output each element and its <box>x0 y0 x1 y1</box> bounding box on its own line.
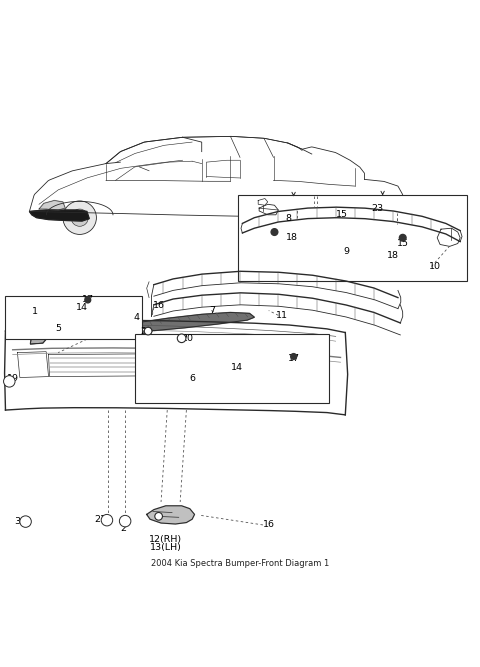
Polygon shape <box>29 210 89 221</box>
Text: 7: 7 <box>209 306 215 315</box>
Circle shape <box>20 516 31 528</box>
Text: 18: 18 <box>387 251 399 261</box>
Polygon shape <box>35 325 50 336</box>
Text: 17: 17 <box>288 354 300 363</box>
Text: 21: 21 <box>94 515 106 524</box>
Text: 2: 2 <box>120 524 126 534</box>
Text: 3: 3 <box>14 517 20 526</box>
Text: 22: 22 <box>141 327 153 336</box>
Text: 6: 6 <box>190 374 196 384</box>
Text: 2004 Kia Spectra Bumper-Front Diagram 1: 2004 Kia Spectra Bumper-Front Diagram 1 <box>151 559 329 568</box>
Circle shape <box>101 514 113 526</box>
Circle shape <box>177 334 186 343</box>
Bar <box>135 334 328 403</box>
Text: 17: 17 <box>82 295 94 303</box>
Text: 4: 4 <box>134 313 140 322</box>
Circle shape <box>120 516 131 527</box>
Text: 18: 18 <box>286 233 298 242</box>
Circle shape <box>71 209 88 226</box>
Text: 23: 23 <box>372 203 384 213</box>
Polygon shape <box>195 364 217 377</box>
Polygon shape <box>135 312 254 331</box>
Circle shape <box>271 229 278 235</box>
Text: 15: 15 <box>397 239 409 248</box>
Text: 10: 10 <box>429 262 441 271</box>
Polygon shape <box>259 204 278 215</box>
Circle shape <box>3 376 15 387</box>
Polygon shape <box>30 333 46 344</box>
Circle shape <box>155 512 162 520</box>
Polygon shape <box>39 201 65 210</box>
Bar <box>5 296 142 340</box>
Text: 20: 20 <box>181 334 193 343</box>
Polygon shape <box>147 506 194 524</box>
Circle shape <box>63 201 96 234</box>
Text: 14: 14 <box>76 303 88 311</box>
Text: 11: 11 <box>276 311 288 319</box>
Text: 9: 9 <box>343 247 349 255</box>
Circle shape <box>311 209 330 228</box>
Text: 19: 19 <box>6 374 18 384</box>
Text: 5: 5 <box>56 324 62 334</box>
Circle shape <box>85 297 91 303</box>
Circle shape <box>144 327 152 335</box>
Text: 16: 16 <box>153 301 165 310</box>
Circle shape <box>291 354 297 360</box>
Circle shape <box>399 234 406 241</box>
Text: 8: 8 <box>286 214 291 223</box>
Text: 15: 15 <box>336 210 348 219</box>
Text: 13(LH): 13(LH) <box>150 543 182 552</box>
Polygon shape <box>36 325 51 336</box>
Polygon shape <box>437 228 460 246</box>
Bar <box>238 195 468 281</box>
Polygon shape <box>30 333 46 344</box>
Text: 14: 14 <box>230 364 242 372</box>
Text: 12(RH): 12(RH) <box>149 535 182 544</box>
Text: 1: 1 <box>32 307 38 316</box>
Polygon shape <box>172 371 196 384</box>
Text: 16: 16 <box>263 520 275 530</box>
Circle shape <box>302 201 338 237</box>
Polygon shape <box>258 199 268 205</box>
